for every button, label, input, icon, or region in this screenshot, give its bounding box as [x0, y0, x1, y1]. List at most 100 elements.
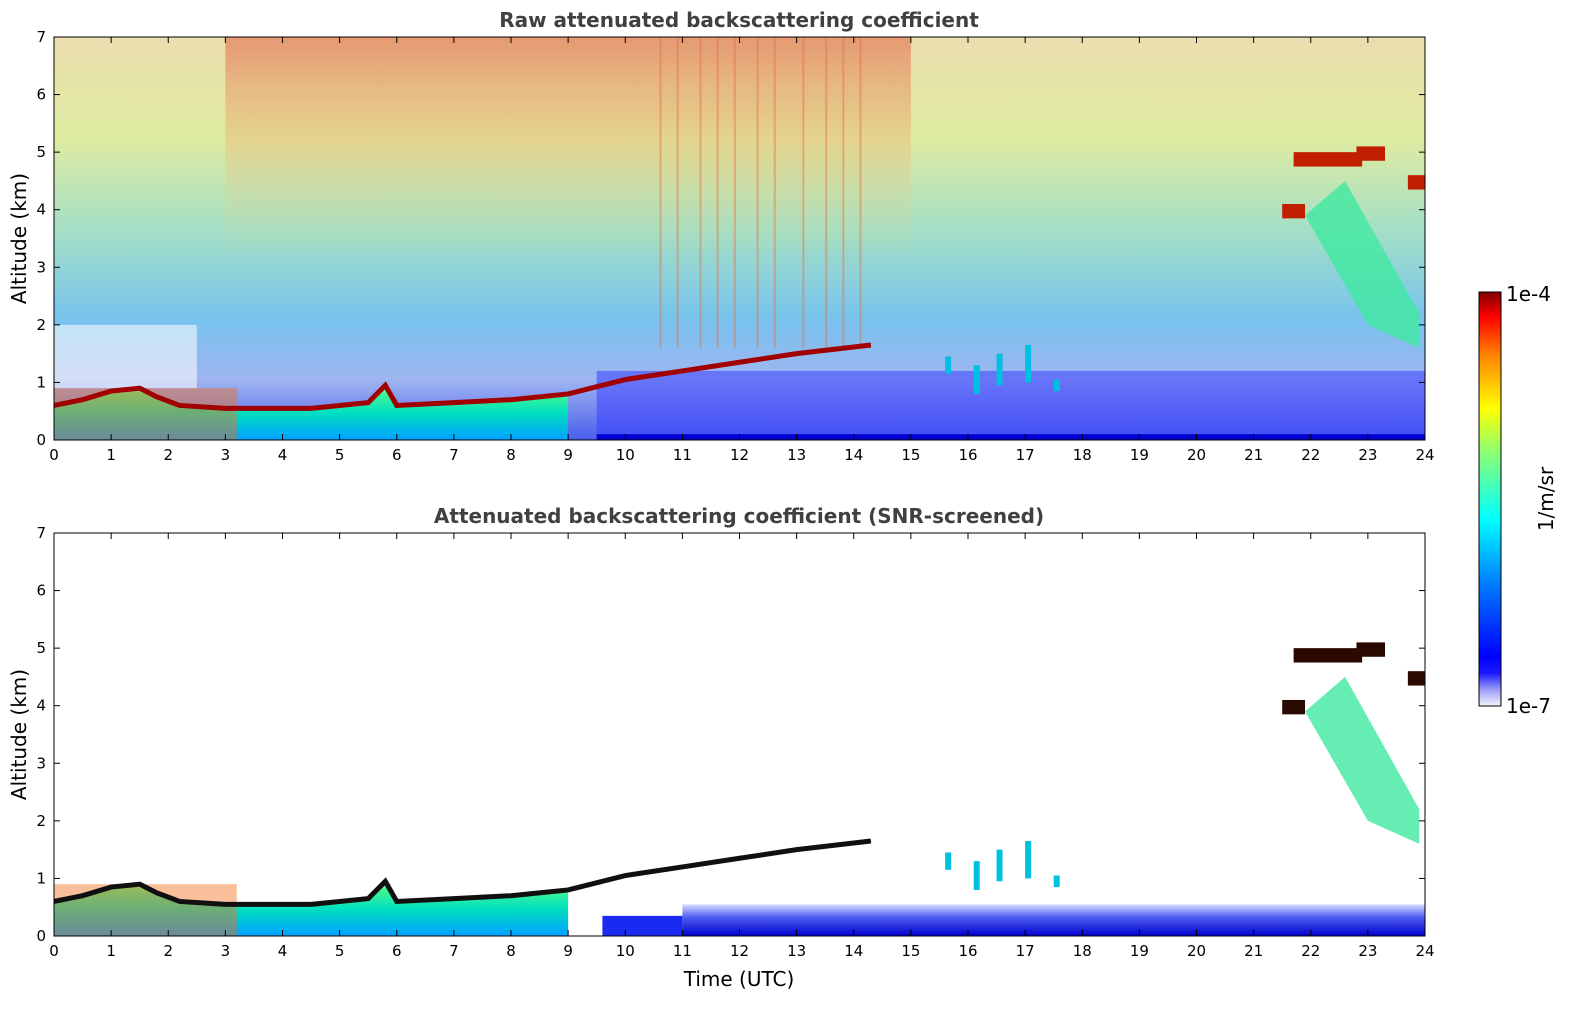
x-tick-label: 5: [335, 446, 345, 464]
x-tick-label: 2: [163, 446, 173, 464]
x-tick-label: 9: [563, 942, 573, 960]
surface-band: [596, 370, 1425, 440]
x-tick-label: 14: [844, 446, 863, 464]
surface-band: [682, 904, 1425, 936]
x-tick-label: 9: [563, 446, 573, 464]
x-tick-label: 8: [506, 942, 516, 960]
x-tick-label: 2: [163, 942, 173, 960]
y-tick-label: 7: [36, 524, 46, 542]
elevated-cloud: [1293, 648, 1363, 663]
x-tick-label: 0: [49, 942, 59, 960]
x-tick-label: 10: [616, 446, 635, 464]
elevated-cloud: [1407, 671, 1425, 686]
clear-air: [54, 324, 197, 389]
residual-layer: [54, 884, 237, 936]
plot-background: [54, 533, 1425, 936]
y-tick-label: 3: [36, 258, 46, 276]
panel-screened: Attenuated backscattering coefficient (S…: [7, 504, 1435, 991]
surface-strong: [596, 434, 1425, 440]
surface-strong: [602, 915, 683, 936]
noise-streak: [825, 37, 828, 348]
noise-streak: [756, 37, 759, 348]
cloud-patch: [973, 861, 980, 890]
x-tick-label: 12: [730, 942, 749, 960]
x-tick-label: 12: [730, 446, 749, 464]
y-axis-label: Altitude (km): [7, 173, 31, 304]
cloud-patch: [945, 852, 952, 870]
cloud-patch: [1025, 841, 1032, 879]
x-tick-label: 16: [958, 446, 977, 464]
x-tick-label: 24: [1415, 942, 1434, 960]
x-tick-label: 18: [1073, 446, 1092, 464]
cloud-patch: [996, 849, 1003, 882]
cloud-patch: [1025, 345, 1032, 383]
cloud-patch: [996, 353, 1003, 386]
y-tick-label: 0: [36, 927, 46, 945]
y-tick-label: 5: [36, 143, 46, 161]
x-tick-label: 10: [616, 942, 635, 960]
panel-screened-axes: 0 1 2 3 4 5 6 7 8 9 10 11 12 13 14 15 16 17 18 19 20 21 22 23 24…: [7, 524, 1435, 960]
x-tick-label: 1: [106, 446, 116, 464]
x-tick-label: 22: [1301, 446, 1320, 464]
noise-streak: [676, 37, 679, 348]
colorbar-min-label: 1e-7: [1506, 694, 1551, 718]
noise-streak: [733, 37, 736, 348]
panel-raw-plot-area: [54, 37, 1425, 440]
x-tick-label: 13: [787, 942, 806, 960]
x-tick-label: 7: [449, 942, 459, 960]
x-tick-label: 6: [392, 446, 402, 464]
colorbar: 1e-4 1e-7 1/m/sr: [1478, 282, 1558, 718]
x-tick-label: 16: [958, 942, 977, 960]
boundary-layer-top: [54, 838, 872, 907]
residual-layer: [54, 388, 237, 440]
x-tick-label: 13: [787, 446, 806, 464]
boundary-layer-fill: [54, 881, 569, 936]
y-tick-label: 1: [36, 869, 46, 887]
noise-hot-region: [225, 37, 911, 259]
y-tick-label: 6: [36, 582, 46, 600]
x-tick-label: 8: [506, 446, 516, 464]
x-tick-label: 11: [673, 942, 692, 960]
cloud-patch: [973, 365, 980, 394]
boundary-layer-fill: [54, 385, 569, 440]
x-tick-label: 17: [1016, 446, 1035, 464]
x-tick-label: 24: [1415, 446, 1434, 464]
x-tick-label: 15: [901, 942, 920, 960]
x-tick-label: 14: [844, 942, 863, 960]
x-tick-label: 3: [221, 942, 231, 960]
y-tick-label: 2: [36, 812, 46, 830]
y-tick-label: 3: [36, 754, 46, 772]
x-tick-label: 5: [335, 942, 345, 960]
cloud-patch: [1053, 875, 1060, 888]
x-tick-label: 21: [1244, 446, 1263, 464]
colorbar-gradient: [1478, 291, 1502, 707]
x-tick-label: 20: [1187, 942, 1206, 960]
x-tick-label: 17: [1016, 942, 1035, 960]
x-tick-label: 23: [1358, 446, 1377, 464]
x-tick-label: 22: [1301, 942, 1320, 960]
x-tick-label: 4: [278, 446, 288, 464]
x-tick-label: 23: [1358, 942, 1377, 960]
y-tick-label: 1: [36, 373, 46, 391]
noise-streak: [859, 37, 862, 348]
y-tick-label: 4: [36, 201, 46, 219]
y-tick-label: 4: [36, 697, 46, 715]
x-tick-label: 19: [1130, 942, 1149, 960]
panel-raw-title: Raw attenuated backscattering coefficien…: [499, 8, 979, 32]
x-tick-label: 15: [901, 446, 920, 464]
elevated-cloud: [1356, 642, 1386, 657]
y-tick-label: 7: [36, 28, 46, 46]
panel-screened-title: Attenuated backscattering coefficient (S…: [434, 504, 1044, 528]
y-tick-label: 0: [36, 431, 46, 449]
x-tick-label: 19: [1130, 446, 1149, 464]
x-tick-label: 11: [673, 446, 692, 464]
boundary-layer-top: [54, 342, 872, 411]
y-tick-label: 5: [36, 639, 46, 657]
x-tick-label: 0: [49, 446, 59, 464]
noise-streak: [699, 37, 702, 348]
virga-region: [1305, 676, 1420, 844]
elevated-cloud: [1407, 175, 1425, 190]
y-tick-label: 2: [36, 316, 46, 334]
x-tick-label: 3: [221, 446, 231, 464]
